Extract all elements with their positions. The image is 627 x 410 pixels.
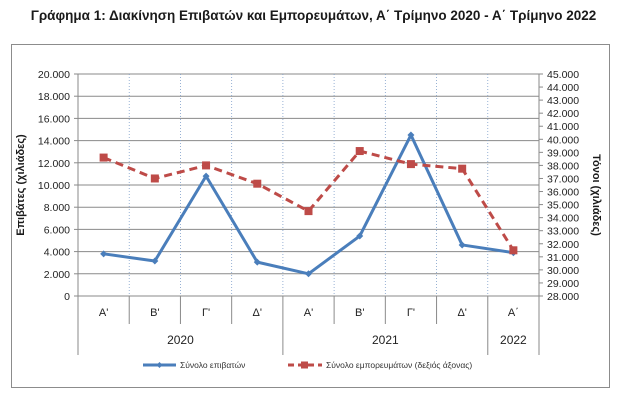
y2-tick-label: 29.000 [547,278,579,290]
y2-tick-label: 32.000 [547,239,579,251]
data-point-0-5 [356,232,364,240]
x-tick-label: Α' [99,307,108,319]
data-point-1-2 [202,161,211,170]
y2-tick-label: 42.000 [547,108,579,120]
y-tick-label: 16.000 [38,113,70,125]
legend-marker-passengers [156,362,163,368]
y2-tick-label: 39.000 [547,147,579,159]
legend: Σύνολο επιβατών Σύνολο εμπορευμάτων (δεξι… [143,360,472,370]
x-tick-label: Δ' [457,307,466,319]
y-tick-label: 20.000 [38,69,70,81]
y-tick-label: 18.000 [38,91,70,103]
y-tick-label: 4.000 [44,247,70,259]
data-point-1-8 [509,246,518,255]
y2-tick-label: 41.000 [547,121,579,133]
x-tick-label: Α' [304,307,313,319]
gridlines [78,73,539,297]
legend-label-passengers: Σύνολο επιβατών [180,360,245,370]
data-point-0-4 [305,270,312,278]
x-tick-label: Β' [355,307,364,319]
x-tick-label: Α΄ [508,307,519,319]
data-point-1-5 [355,147,364,156]
y-tick-label: 8.000 [44,202,70,214]
data-point-1-1 [150,174,159,183]
series-line-1 [103,149,515,252]
y2-tick-label: 40.000 [547,134,579,146]
y-tick-label: 10.000 [38,180,70,192]
series-layer [99,131,518,278]
y2-axis-label: Τόνοι (χιλιάδες) [590,154,602,236]
y2-tick-label: 44.000 [547,82,579,94]
data-point-1-7 [458,164,467,173]
x-group-label: 2020 [167,333,194,347]
legend-label-freight: Σύνολο εμπορευμάτων (δεξιός άξονας) [326,360,472,370]
y2-tick-label: 30.000 [547,265,579,277]
y2-tick-label: 34.000 [547,213,579,225]
chart-frame [11,44,610,388]
y2-tick-label: 37.000 [547,173,579,185]
x-tick-label: Δ' [253,307,262,319]
x-tick-label: Β' [150,307,159,319]
data-point-0-3 [253,258,261,266]
data-point-0-2 [202,172,210,180]
y2-tick-label: 31.000 [547,252,579,264]
data-point-1-4 [304,207,313,216]
y2-tick-label: 43.000 [547,95,579,107]
data-point-1-6 [406,160,415,169]
y-tick-label: 2.000 [44,269,70,281]
y2-tick-label: 45.000 [547,69,579,81]
y2-tick-label: 33.000 [547,226,579,238]
y2-tick-label: 38.000 [547,160,579,172]
x-tick-label: Γ' [407,307,415,319]
data-point-0-6 [407,131,415,139]
chart-title: Γράφημα 1: Διακίνηση Επιβατών και Εμπορε… [30,8,597,23]
y2-tick-label: 35.000 [547,200,579,212]
y-tick-label: 12.000 [38,158,70,170]
y-tick-label: 6.000 [44,224,70,236]
x-group-label: 2022 [500,333,527,347]
y-tick-label: 14.000 [38,136,70,148]
y2-tick-label: 28.000 [547,291,579,303]
x-tick-label: Γ' [202,307,210,319]
axes: 0 2.000 4.000 6.000 8.000 10.000 12.000 14.000 1… [38,69,579,355]
y-tick-label: 0 [64,291,70,303]
legend-marker-freight [301,361,308,369]
data-point-1-3 [253,179,262,188]
data-point-0-0 [100,250,108,258]
data-point-1-0 [99,153,108,162]
x-group-label: 2021 [372,333,399,347]
series-line-0 [103,133,514,276]
data-point-0-1 [151,257,159,265]
y2-tick-label: 36.000 [547,187,579,199]
data-point-0-7 [458,241,466,249]
y-axis-label: Επιβάτες (χιλιάδες) [15,134,27,236]
